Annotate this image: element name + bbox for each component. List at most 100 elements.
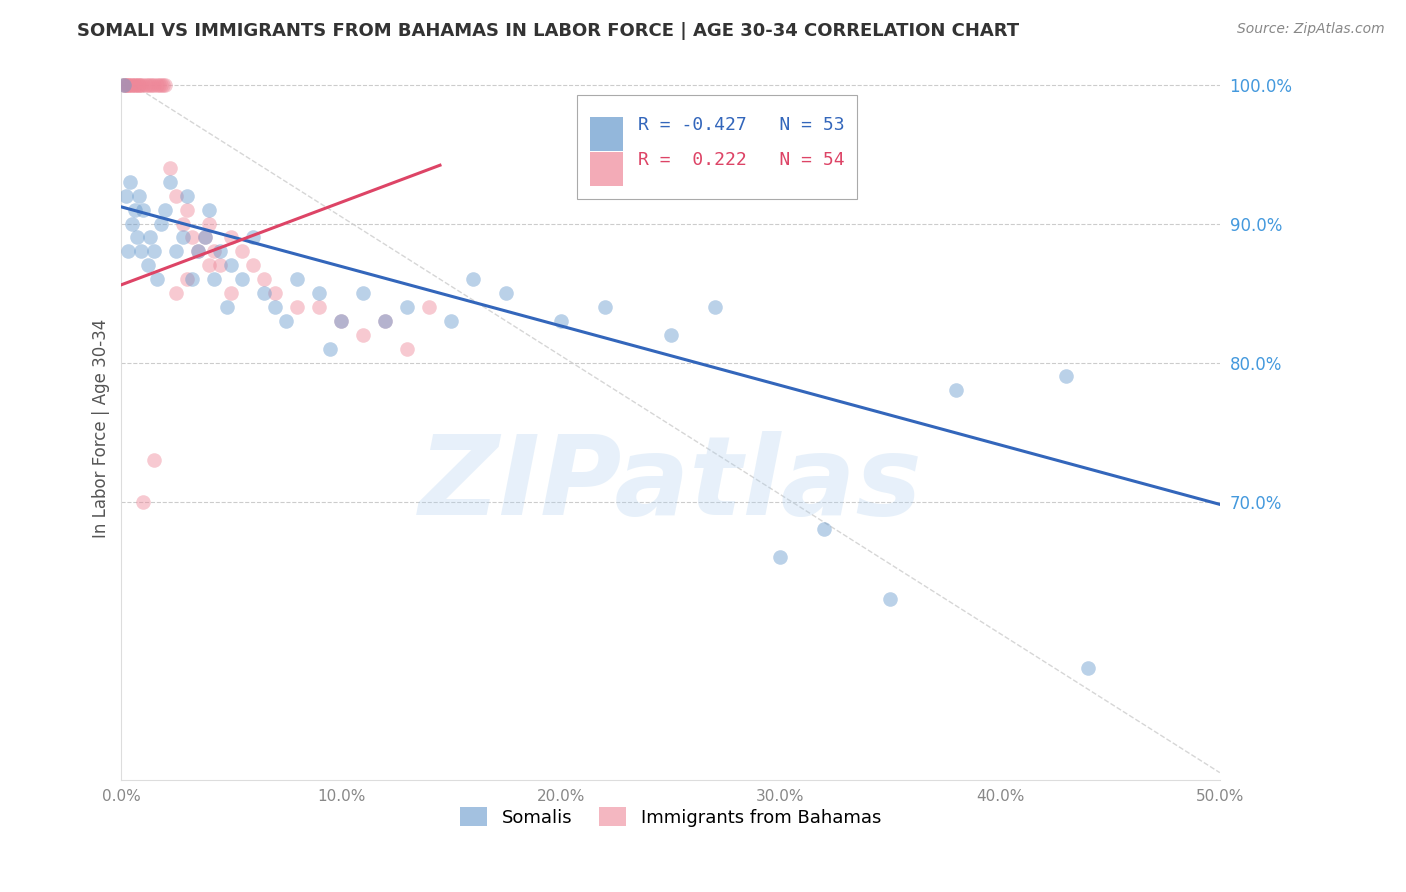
Point (209, 244, 232, 259)
Point (124, 202, 146, 217)
Point (198, 217, 221, 231)
Point (215, 300, 238, 314)
Point (593, 300, 616, 314)
Point (124, 78, 146, 92)
Point (159, 175, 181, 189)
Point (180, 272, 202, 286)
Point (374, 314, 396, 328)
Point (117, 78, 139, 92)
Point (194, 230, 217, 244)
Point (121, 78, 143, 92)
Point (128, 78, 150, 92)
Point (155, 78, 177, 92)
Text: Source: ZipAtlas.com: Source: ZipAtlas.com (1237, 22, 1385, 37)
Point (352, 327, 374, 342)
Point (231, 272, 253, 286)
Point (145, 78, 167, 92)
Point (145, 272, 167, 286)
Point (209, 258, 232, 272)
Point (813, 523, 835, 537)
Text: SOMALI VS IMMIGRANTS FROM BAHAMAS IN LABOR FORCE | AGE 30-34 CORRELATION CHART: SOMALI VS IMMIGRANTS FROM BAHAMAS IN LAB… (77, 22, 1019, 40)
Point (132, 202, 155, 217)
Point (129, 244, 152, 259)
Point (219, 286, 242, 301)
Point (276, 314, 298, 328)
Point (308, 300, 330, 314)
Point (112, 78, 135, 92)
Point (176, 188, 198, 202)
Point (769, 550, 792, 565)
Point (148, 78, 170, 92)
Point (136, 78, 159, 92)
Point (945, 384, 967, 398)
Point (180, 230, 202, 244)
Point (121, 217, 143, 231)
Point (155, 202, 177, 217)
Point (352, 286, 374, 301)
Point (231, 244, 253, 259)
Point (659, 327, 682, 342)
Point (242, 258, 264, 272)
Point (1054, 369, 1077, 384)
Point (143, 78, 166, 92)
Point (285, 272, 308, 286)
Point (132, 78, 155, 92)
Point (125, 230, 148, 244)
Point (202, 244, 225, 259)
Point (128, 188, 150, 202)
Point (139, 230, 162, 244)
Point (165, 286, 187, 301)
Point (112, 78, 135, 92)
Point (143, 244, 166, 259)
Point (395, 300, 418, 314)
Point (440, 314, 463, 328)
Point (308, 286, 330, 301)
Bar (591, 117, 623, 151)
Point (550, 314, 572, 328)
Point (176, 202, 198, 217)
Point (879, 591, 901, 606)
Point (159, 161, 181, 175)
Point (176, 272, 198, 286)
Point (117, 78, 139, 92)
Point (120, 78, 142, 92)
Point (194, 230, 217, 244)
Point (319, 342, 342, 356)
Point (114, 78, 136, 92)
Point (395, 342, 418, 356)
Point (187, 244, 209, 259)
Point (124, 78, 146, 92)
Point (330, 314, 353, 328)
Point (187, 244, 209, 259)
Point (172, 217, 194, 231)
Point (461, 272, 484, 286)
Point (418, 300, 440, 314)
Point (141, 78, 163, 92)
FancyBboxPatch shape (578, 95, 858, 199)
Point (172, 230, 194, 244)
Point (132, 494, 155, 508)
Point (703, 300, 725, 314)
Point (165, 244, 187, 259)
Point (165, 188, 187, 202)
Point (128, 78, 150, 92)
Legend: Somalis, Immigrants from Bahamas: Somalis, Immigrants from Bahamas (453, 800, 889, 834)
Point (264, 286, 287, 301)
Point (143, 453, 166, 467)
Y-axis label: In Labor Force | Age 30-34: In Labor Force | Age 30-34 (93, 319, 110, 538)
Point (330, 314, 353, 328)
Point (242, 230, 264, 244)
Point (374, 314, 396, 328)
Point (112, 78, 135, 92)
Text: ZIPatlas: ZIPatlas (419, 432, 922, 538)
Point (117, 244, 139, 259)
Point (198, 202, 221, 217)
Point (121, 78, 143, 92)
Point (1077, 661, 1099, 675)
Point (198, 258, 221, 272)
Point (135, 78, 157, 92)
Text: R = -0.427   N = 53: R = -0.427 N = 53 (638, 116, 845, 135)
Point (285, 300, 308, 314)
Point (149, 78, 172, 92)
Bar (591, 152, 623, 186)
